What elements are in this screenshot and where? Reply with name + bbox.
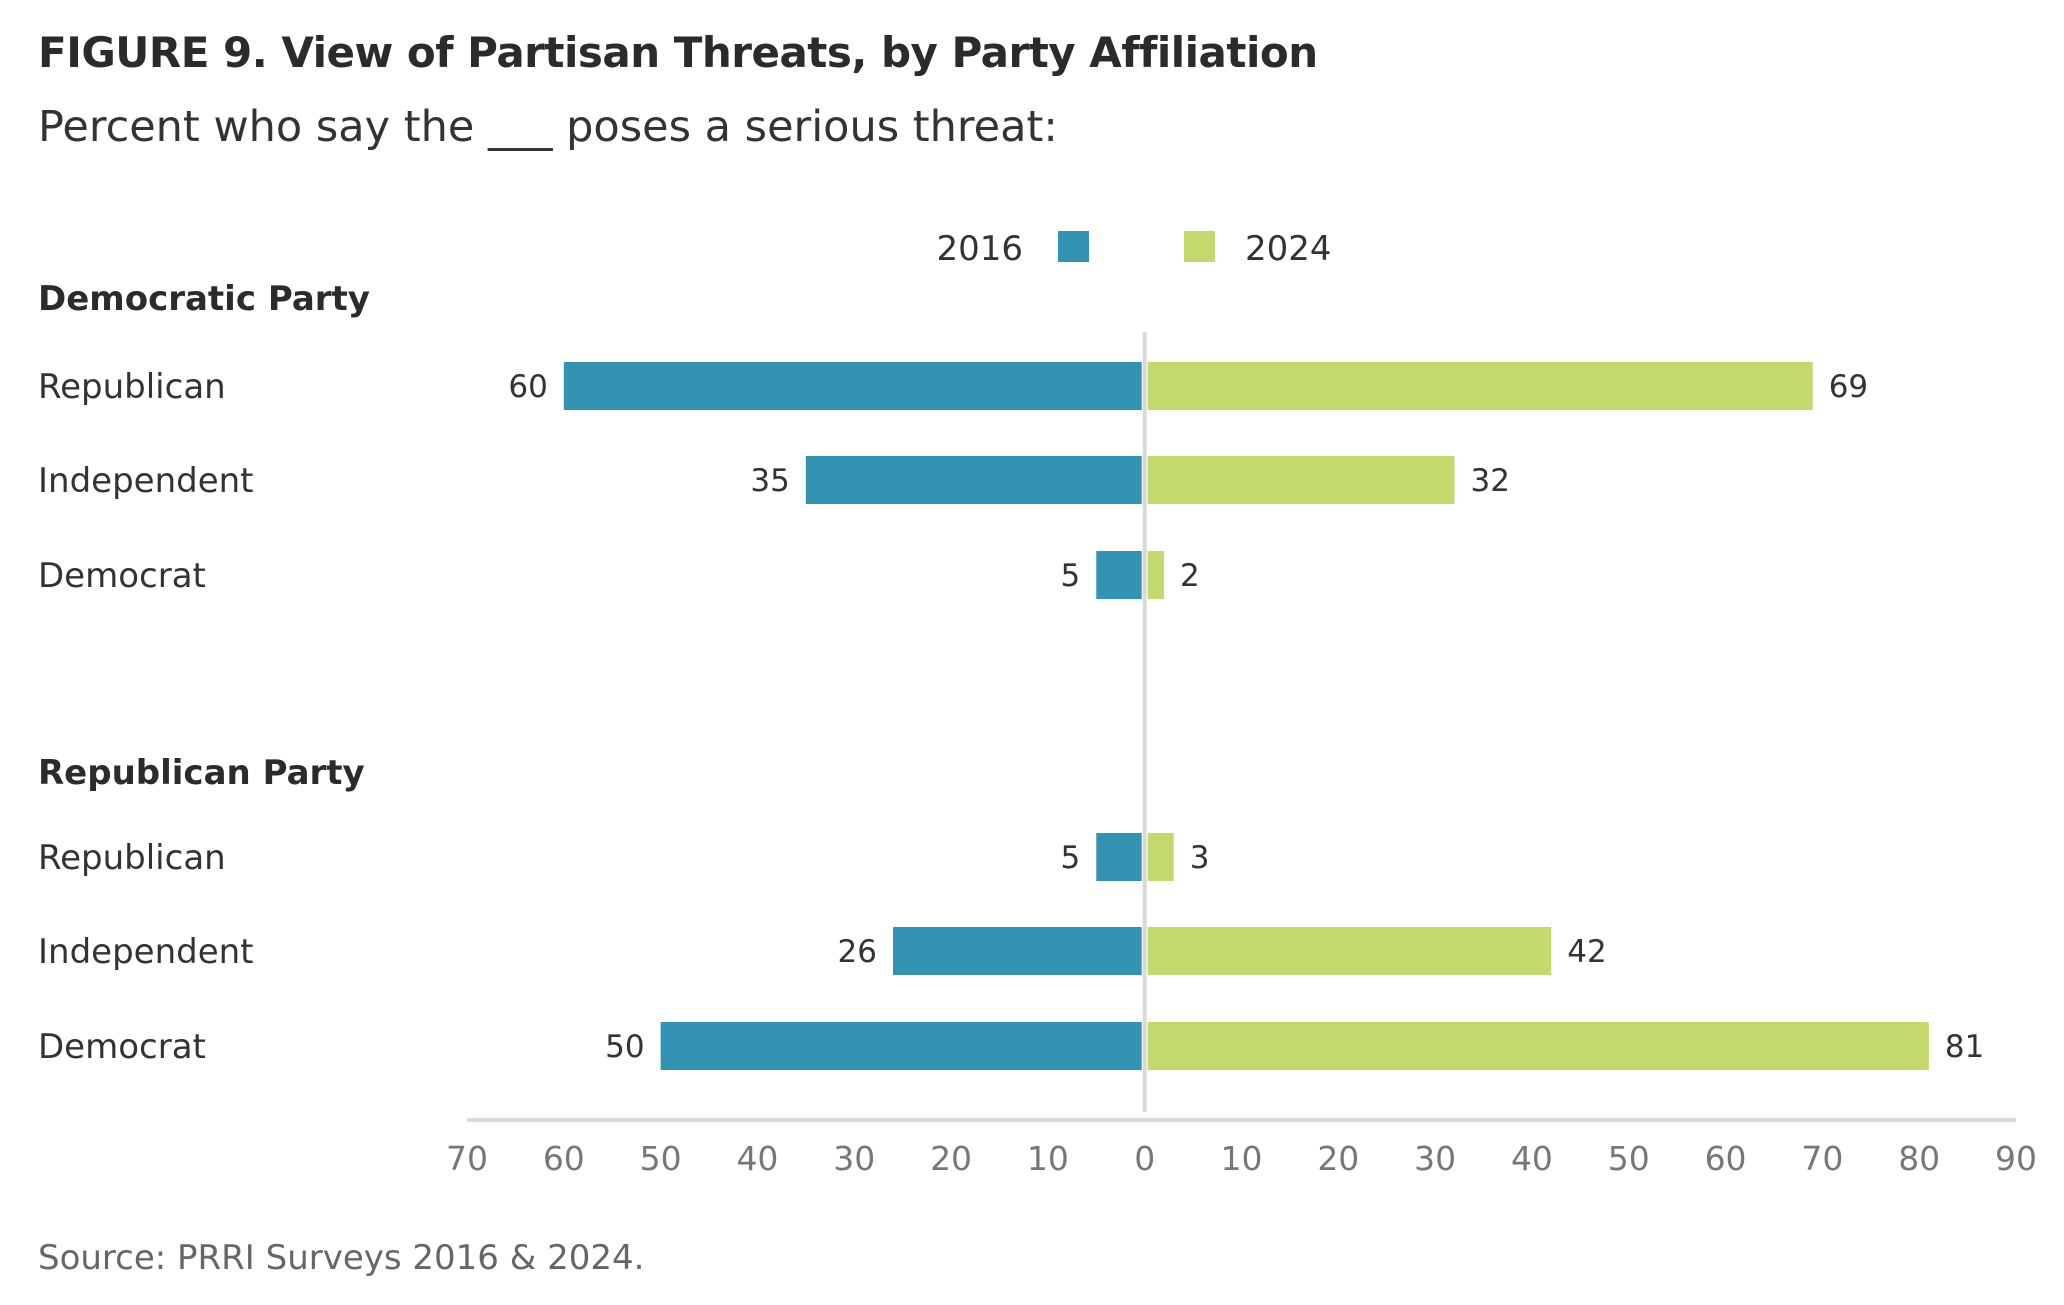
x-tick-label: 70 — [446, 1139, 488, 1178]
x-tick-label: 10 — [1027, 1139, 1069, 1178]
value-label-2016: 5 — [1061, 840, 1081, 876]
figure-title: FIGURE 9. View of Partisan Threats, by P… — [38, 28, 1318, 77]
legend-swatch-2016 — [1058, 231, 1089, 262]
category-label: Independent — [38, 461, 254, 501]
value-label-2024: 42 — [1567, 934, 1606, 970]
x-tick-label: 40 — [736, 1139, 778, 1178]
x-tick-label: 20 — [930, 1139, 972, 1178]
bar-2024 — [1147, 1022, 1929, 1070]
x-tick-label: 80 — [1898, 1139, 1940, 1178]
x-tick-label: 70 — [1801, 1139, 1843, 1178]
x-tick-label: 60 — [1705, 1139, 1747, 1178]
x-tick-label: 60 — [543, 1139, 585, 1178]
x-tick-label: 50 — [1608, 1139, 1650, 1178]
value-label-2024: 2 — [1180, 558, 1200, 594]
figure-subtitle: Percent who say the ___ poses a serious … — [38, 102, 1058, 152]
bar-2016 — [660, 1022, 1142, 1070]
category-label: Republican — [38, 838, 226, 878]
x-tick-label: 40 — [1511, 1139, 1553, 1178]
legend-swatch-2024 — [1184, 231, 1215, 262]
source-note: Source: PRRI Surveys 2016 & 2024. — [38, 1238, 645, 1278]
category-label: Independent — [38, 932, 254, 972]
value-label-2024: 32 — [1470, 463, 1509, 499]
x-tick-label: 10 — [1221, 1139, 1263, 1178]
bar-2024 — [1147, 551, 1165, 599]
category-label: Democrat — [38, 1027, 206, 1067]
bar-2016 — [805, 456, 1142, 504]
legend-label-2024: 2024 — [1245, 229, 1332, 269]
value-label-2016: 60 — [508, 369, 547, 405]
bar-2016 — [1096, 551, 1142, 599]
legend-label-2016: 2016 — [936, 229, 1023, 269]
category-label: Republican — [38, 367, 226, 407]
bar-2024 — [1147, 927, 1552, 975]
value-label-2024: 81 — [1945, 1029, 1984, 1065]
group-label-1: Democratic Party — [38, 279, 370, 319]
x-tick-label: 20 — [1317, 1139, 1359, 1178]
value-label-2016: 5 — [1061, 558, 1081, 594]
value-label-2016: 35 — [750, 463, 789, 499]
x-tick-label: 0 — [1134, 1139, 1155, 1178]
x-tick-label: 90 — [1995, 1139, 2037, 1178]
bar-2016 — [892, 927, 1142, 975]
x-tick-label: 30 — [1414, 1139, 1456, 1178]
category-label: Democrat — [38, 556, 206, 596]
bar-2016 — [563, 362, 1142, 410]
x-tick-label: 50 — [640, 1139, 682, 1178]
value-label-2024: 3 — [1190, 840, 1210, 876]
bar-2024 — [1147, 833, 1174, 881]
value-label-2016: 26 — [838, 934, 877, 970]
value-label-2016: 50 — [605, 1029, 644, 1065]
bar-2024 — [1147, 362, 1813, 410]
value-label-2024: 69 — [1829, 369, 1868, 405]
x-tick-label: 30 — [833, 1139, 875, 1178]
group-label-2: Republican Party — [38, 753, 365, 793]
bar-2024 — [1147, 456, 1455, 504]
bar-2016 — [1096, 833, 1142, 881]
